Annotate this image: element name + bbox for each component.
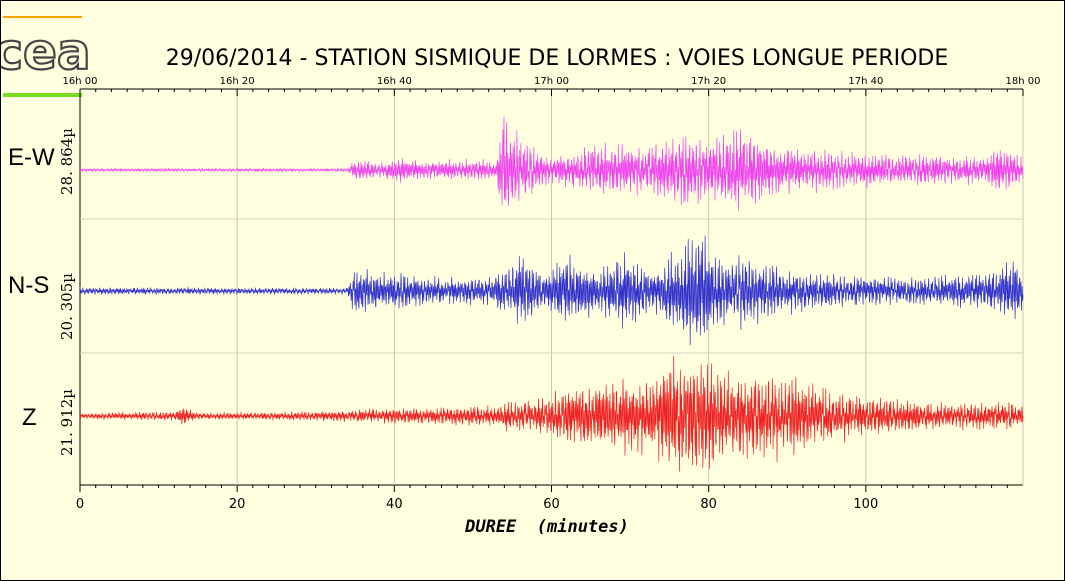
bottom-tick-label: 20: [229, 497, 246, 512]
logo-text: cea: [0, 23, 91, 81]
channel-label-ns: N-S: [8, 272, 49, 299]
cea-logo: cea: [0, 16, 92, 97]
trace-z: [79, 355, 1024, 472]
trace-e-w: [79, 116, 1024, 211]
top-tick-label: 16h 40: [377, 76, 412, 87]
bottom-tick-label: 0: [76, 497, 84, 512]
amplitude-label-ew: 28. 864µ: [58, 128, 76, 195]
channel-label-z: Z: [22, 404, 37, 431]
amplitude-label-ns: 20. 305µ: [58, 273, 76, 340]
bottom-tick-label: 100: [853, 497, 878, 512]
bottom-duration-axis: 0 20 40 60 80 100: [76, 485, 1008, 512]
top-tick-label: 17h 40: [848, 76, 883, 87]
bottom-tick-label: 60: [543, 497, 560, 512]
top-tick-label: 16h 00: [63, 76, 98, 87]
top-tick-label: 17h 00: [534, 76, 569, 87]
top-tick-label: 17h 20: [691, 76, 726, 87]
traces: [79, 116, 1024, 472]
trace-n-s: [79, 235, 1024, 346]
page-title: 29/06/2014 - STATION SISMIQUE DE LORMES …: [166, 46, 949, 71]
x-axis-title: DUREE (minutes): [464, 517, 629, 537]
top-time-axis: 16h 00 16h 20 16h 40 17h 00 17h 20 17h 40 18h …: [63, 76, 1041, 96]
channel-label-ew: E-W: [8, 144, 55, 171]
amplitude-label-z: 21. 912µ: [58, 389, 76, 456]
top-tick-label: 16h 20: [220, 76, 255, 87]
bottom-tick-label: 80: [700, 497, 717, 512]
top-tick-label: 18h 00: [1006, 76, 1041, 87]
bottom-tick-label: 40: [386, 497, 403, 512]
